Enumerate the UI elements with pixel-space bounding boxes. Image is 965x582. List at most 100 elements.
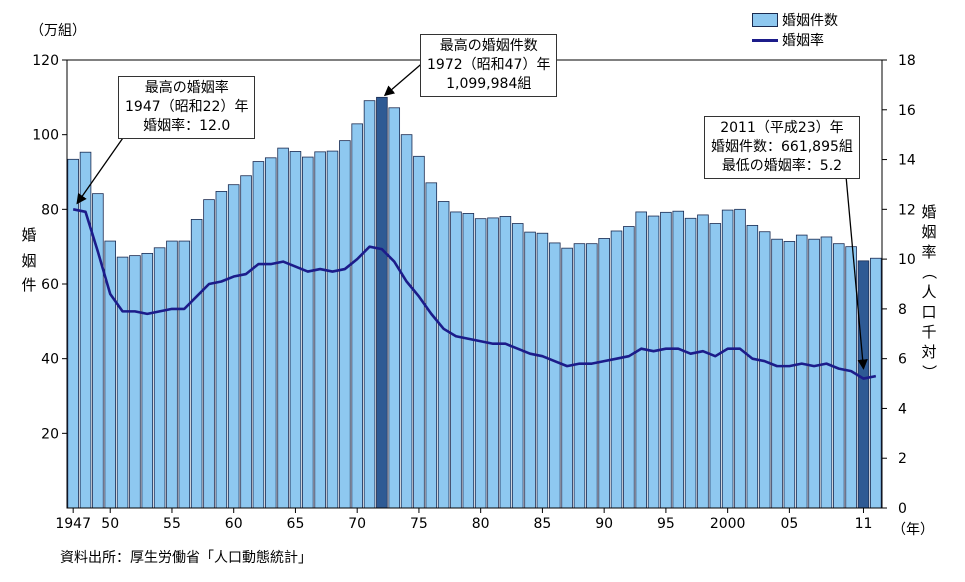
legend-swatch-line	[752, 38, 778, 42]
x-tick-label-1960: 60	[225, 516, 243, 532]
bar-2009	[833, 243, 845, 509]
right-tick-label-8: 8	[898, 302, 907, 318]
right-axis-title-char: 姻	[921, 223, 937, 241]
legend-item-bars: 婚姻件数	[752, 10, 838, 30]
bar-1987	[561, 247, 573, 509]
right-axis-title-char: 婚	[921, 203, 937, 221]
legend-label-line: 婚姻率	[782, 33, 824, 49]
arrow-peak-rate	[76, 134, 126, 205]
callout-lowest-line2: 婚姻件数：661,895組	[711, 139, 853, 155]
bar-1979	[462, 213, 475, 509]
bar-1999	[709, 223, 722, 509]
bar-1983	[511, 223, 524, 509]
bar-1955	[166, 240, 178, 509]
right-axis-title-char: （	[920, 264, 938, 280]
marriage-rate-line	[72, 208, 877, 380]
bar-1985	[536, 232, 549, 509]
bar-1975	[413, 155, 425, 509]
bar-1990	[598, 238, 610, 509]
right-axis-title-char: 率	[921, 243, 937, 261]
bar-1995	[660, 211, 672, 509]
callout-peak-rate: 最高の婚姻率 1947（昭和22）年 婚姻率：12.0	[118, 76, 256, 139]
left-axis-unit: （万組）	[30, 23, 86, 39]
bar-2007	[808, 238, 820, 509]
bar-1953	[141, 252, 154, 509]
bar-1968	[326, 150, 339, 509]
bar-1964	[277, 147, 289, 509]
legend: 婚姻件数 婚姻率	[752, 10, 838, 50]
left-axis-ticks: 20 40 60 80 100 120	[32, 53, 67, 442]
bar-1952	[129, 255, 141, 509]
right-tick-label-14: 14	[898, 153, 916, 169]
bar-1976	[425, 182, 438, 509]
arrow-lowest	[845, 175, 868, 370]
bar-2011	[857, 260, 870, 509]
x-tick-label-1950: 50	[101, 516, 119, 532]
bar-series	[67, 96, 882, 509]
left-axis-title-char: 件	[21, 276, 37, 294]
legend-swatch-bars	[752, 13, 778, 27]
bar-1959	[215, 191, 228, 509]
bar-2002	[746, 224, 759, 509]
bar-1982	[499, 216, 512, 509]
right-tick-label-4: 4	[898, 401, 907, 417]
x-tick-label-1947: 1947	[55, 516, 91, 532]
bar-1973	[388, 107, 401, 509]
x-axis-ticks: 1947 50 55 60 65 70 75 80 85 90 95 2000 05 11 （年）	[55, 508, 934, 538]
left-axis-title-char: 姻	[21, 252, 37, 270]
bar-1996	[672, 210, 685, 509]
left-axis-title-char: 婚	[21, 226, 37, 244]
source-note: 資料出所：厚生労働省「人口動態統計」	[60, 550, 312, 566]
bar-1991	[610, 230, 623, 509]
right-tick-label-16: 16	[898, 103, 916, 119]
bar-1958	[203, 199, 215, 509]
right-axis-title-char: 千	[921, 323, 937, 341]
bar-1951	[116, 256, 129, 509]
x-tick-label-1975: 75	[410, 516, 428, 532]
x-tick-label-1965: 65	[287, 516, 305, 532]
bar-1967	[314, 151, 326, 509]
x-tick-label-2011: 11	[855, 516, 873, 532]
annotation-arrows	[76, 59, 868, 370]
bar-1970	[351, 123, 363, 509]
right-axis-title: 婚姻率 （ 人口千対 ）	[920, 202, 938, 382]
right-tick-label-10: 10	[898, 252, 916, 268]
bar-2004	[771, 238, 783, 509]
callout-lowest-line1: 2011（平成23）年	[720, 120, 844, 136]
bar-1986	[548, 242, 561, 509]
right-tick-label-0: 0	[898, 501, 907, 517]
bar-1954	[153, 247, 166, 509]
bar-1978	[450, 211, 462, 509]
x-tick-label-1955: 55	[163, 516, 181, 532]
legend-label-bars: 婚姻件数	[782, 13, 838, 29]
bar-2010	[845, 246, 857, 509]
bar-1956	[178, 240, 191, 509]
right-axis-title-char: 口	[921, 303, 937, 321]
bar-1977	[437, 201, 450, 509]
bar-1962	[252, 161, 265, 509]
callout-peak-count-line3: 1,099,984組	[446, 76, 532, 92]
bar-1966	[302, 156, 314, 509]
bar-2008	[820, 236, 833, 509]
bar-1948	[79, 151, 92, 509]
callout-peak-rate-line2: 1947（昭和22）年	[125, 99, 249, 115]
line-series	[72, 208, 877, 380]
bar-1980	[474, 218, 487, 509]
bar-2000	[721, 209, 734, 509]
bar-1961	[240, 175, 252, 509]
bar-1969	[339, 140, 351, 509]
bar-1963	[264, 157, 277, 509]
callout-peak-count-line2: 1972（昭和47）年	[427, 57, 551, 73]
left-tick-label-20: 20	[41, 426, 59, 442]
x-axis-unit: （年）	[892, 522, 934, 538]
legend-item-line: 婚姻率	[752, 30, 838, 50]
right-tick-label-6: 6	[898, 352, 907, 368]
left-tick-label-80: 80	[41, 202, 59, 218]
x-tick-label-1970: 70	[348, 516, 366, 532]
x-tick-label-1980: 80	[472, 516, 490, 532]
left-tick-label-100: 100	[32, 128, 59, 144]
bar-2006	[795, 234, 808, 509]
bar-1965	[289, 151, 302, 509]
bar-2012	[870, 257, 882, 509]
